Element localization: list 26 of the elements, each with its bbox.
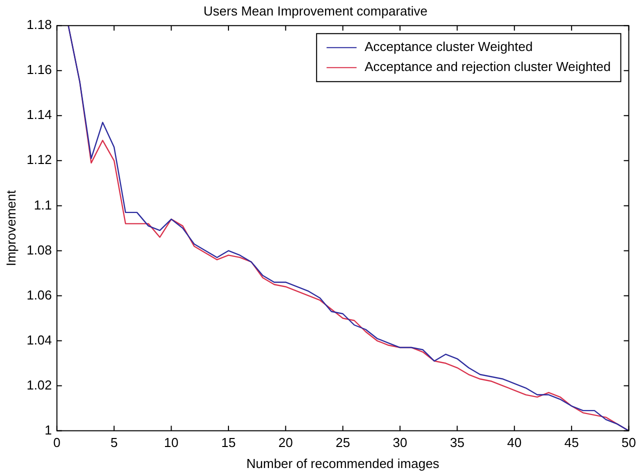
x-tick-label: 25 <box>336 435 350 450</box>
x-tick-label: 40 <box>507 435 522 450</box>
x-tick-label: 20 <box>278 435 293 450</box>
x-tick-label: 5 <box>110 435 118 450</box>
y-tick-label: 1.06 <box>26 287 52 302</box>
x-axis-title: Number of recommended images <box>246 456 440 471</box>
x-tick-label: 30 <box>392 435 408 450</box>
x-tick-label: 45 <box>564 435 579 450</box>
legend-label: Acceptance and rejection cluster Weighted <box>364 59 611 74</box>
y-axis-title: Improvement <box>3 190 18 266</box>
x-tick-label: 0 <box>53 435 61 450</box>
chart-title: Users Mean Improvement comparative <box>204 3 428 18</box>
x-tick-label: 15 <box>221 435 236 450</box>
legend-label: Acceptance cluster Weighted <box>364 39 533 54</box>
x-tick-label: 50 <box>622 435 636 450</box>
x-tick-label: 35 <box>450 435 464 450</box>
y-tick-label: 1 <box>44 422 52 438</box>
y-tick-label: 1.14 <box>26 107 52 122</box>
x-tick-label: 10 <box>164 435 179 450</box>
y-tick-label: 1.04 <box>26 332 52 348</box>
y-tick-label: 1.08 <box>26 242 52 258</box>
y-tick-label: 1.12 <box>26 152 52 168</box>
y-tick-label: 1.18 <box>26 17 52 32</box>
y-tick-label: 1.02 <box>26 377 52 392</box>
y-tick-label: 1.1 <box>34 197 52 212</box>
y-tick-label: 1.16 <box>26 62 52 78</box>
